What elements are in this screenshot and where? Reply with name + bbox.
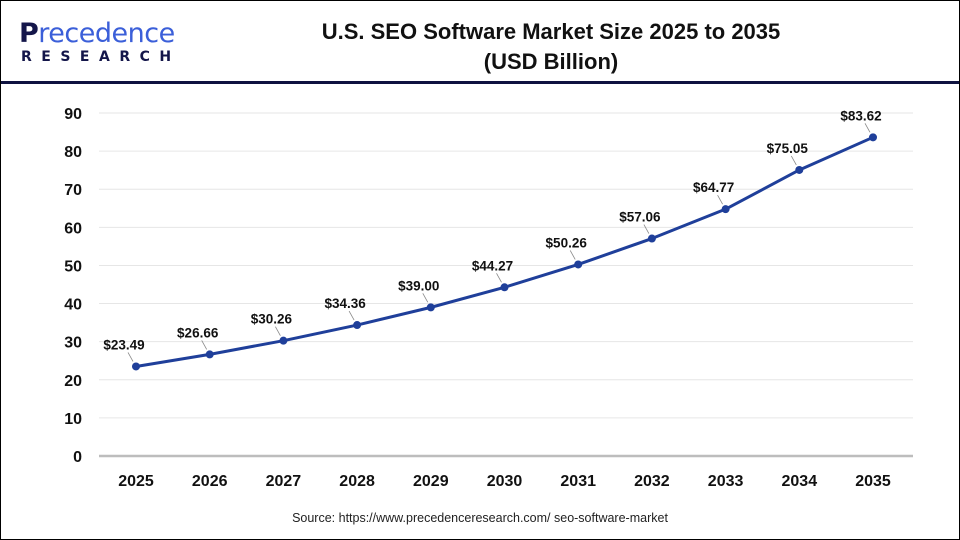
y-tick-label: 90 [64, 106, 82, 123]
source-text: Source: https://www.precedenceresearch.c… [292, 511, 668, 525]
data-point [279, 336, 288, 345]
x-tick-label: 2035 [855, 473, 891, 490]
data-label-leader [275, 326, 281, 336]
y-tick-label: 50 [64, 258, 82, 275]
x-tick-label: 2025 [118, 473, 154, 490]
data-label-leader [422, 293, 429, 303]
x-tick-label: 2030 [487, 473, 523, 490]
data-point [426, 303, 435, 312]
data-label: $50.26 [546, 235, 588, 250]
y-tick-label: 40 [64, 297, 82, 314]
data-point [205, 350, 214, 359]
x-tick-label: 2029 [413, 473, 449, 490]
y-tick-label: 80 [64, 144, 82, 161]
logo-main-text: recedence [38, 18, 175, 49]
y-tick-label: 60 [64, 220, 82, 237]
x-tick-label: 2032 [634, 473, 670, 490]
precedence-research-logo: Precedence RESEARCH [19, 18, 181, 66]
x-tick-label: 2034 [782, 473, 818, 490]
y-tick-label: 30 [64, 335, 82, 352]
data-label: $64.77 [693, 180, 734, 195]
x-tick-label: 2028 [339, 473, 375, 490]
data-label-leader [643, 224, 650, 234]
data-label: $44.27 [472, 258, 513, 273]
data-point [721, 205, 730, 214]
title-line-1: U.S. SEO Software Market Size 2025 to 20… [321, 19, 781, 44]
data-label-leader [717, 194, 723, 205]
y-tick-label: 20 [64, 373, 82, 390]
data-label-leader [569, 250, 576, 260]
data-label: $23.49 [103, 337, 144, 352]
data-label-leader [127, 352, 134, 362]
chart-title: U.S. SEO Software Market Size 2025 to 20… [291, 17, 811, 77]
y-tick-label: 10 [64, 411, 82, 428]
y-tick-label: 70 [64, 182, 82, 199]
series-line [135, 135, 874, 368]
data-point [574, 260, 583, 269]
data-label-leader [348, 310, 355, 321]
y-tick-label: 0 [73, 449, 82, 466]
x-tick-label: 2033 [708, 473, 744, 490]
data-label: $57.06 [619, 210, 661, 225]
data-label-leader [496, 273, 502, 283]
data-point [132, 362, 140, 371]
data-label: $30.26 [251, 312, 293, 327]
title-line-2: (USD Billion) [483, 49, 619, 74]
logo-sub-text: RESEARCH [21, 49, 181, 65]
x-tick-label: 2031 [560, 473, 596, 490]
data-label: $39.00 [398, 278, 439, 293]
data-point [500, 283, 509, 292]
x-tick-label: 2026 [192, 473, 228, 490]
header-divider [1, 81, 959, 84]
x-tick-label: 2027 [266, 473, 302, 490]
data-label: $34.36 [324, 296, 366, 311]
data-label-leader [201, 340, 208, 350]
data-point [647, 234, 656, 243]
data-label-leader [864, 123, 871, 133]
data-point [869, 133, 877, 142]
data-label-leader [790, 155, 797, 166]
logo-p: P [19, 18, 39, 49]
data-label: $26.66 [177, 325, 219, 340]
data-point [795, 165, 804, 174]
data-label: $83.62 [840, 108, 881, 123]
data-label: $75.05 [767, 141, 809, 156]
data-point [353, 321, 362, 330]
